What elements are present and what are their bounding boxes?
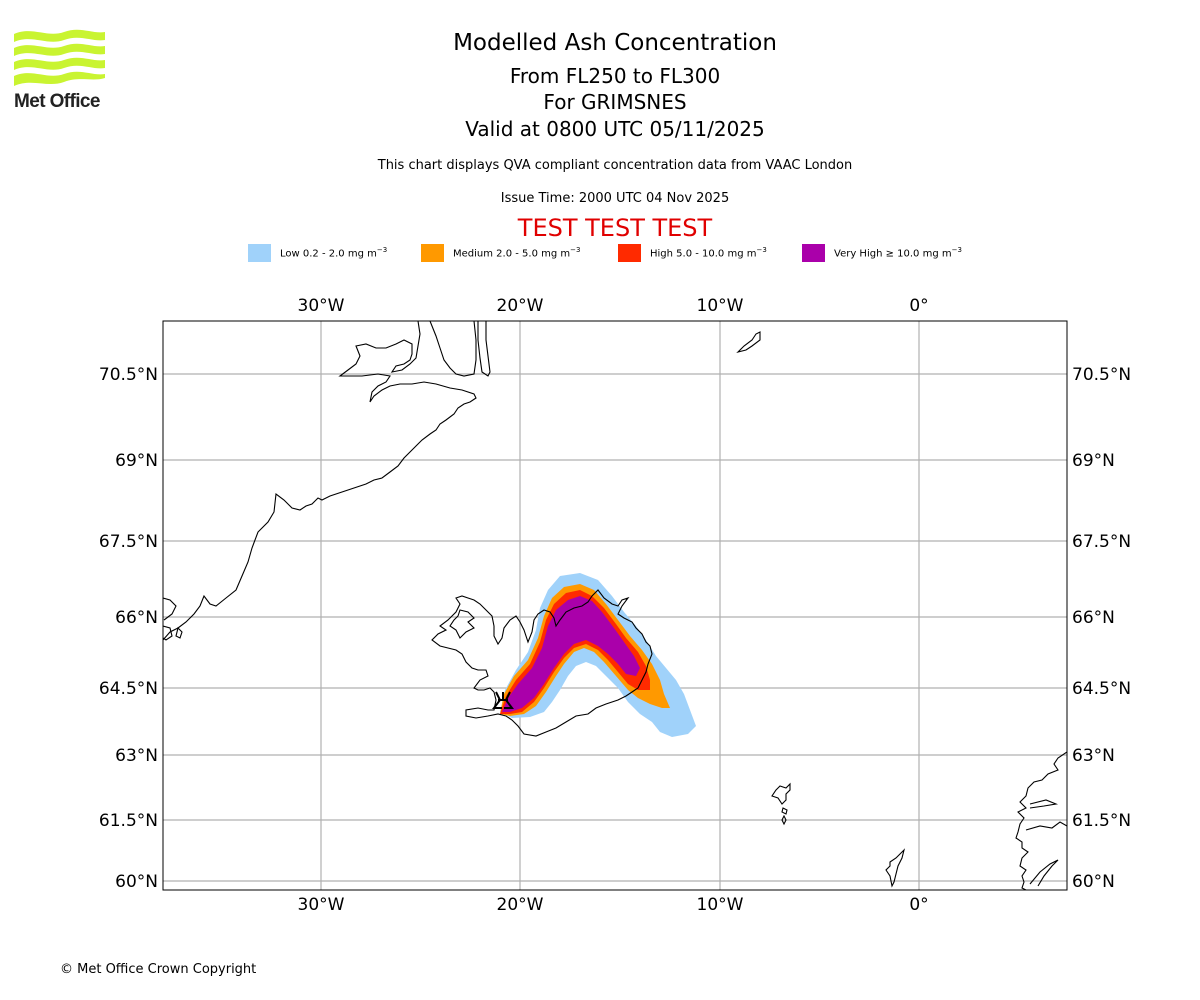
coastline-norway-fjords — [1025, 799, 1067, 887]
coastline-iceland-westfjords — [449, 609, 475, 639]
coastline-iceland — [431, 589, 653, 737]
lat-tick-left: 61.5°N — [99, 811, 158, 831]
latitude-ticks-left: 70.5°N 69°N 67.5°N 66°N 64.5°N 63°N 61.5… — [99, 365, 158, 892]
lon-tick-top: 20°W — [497, 296, 544, 316]
coastline-norway — [1015, 751, 1067, 890]
legend-swatch-very-high — [802, 244, 825, 262]
coastline-jan-mayen — [736, 331, 761, 354]
legend-unit-exponent: −3 — [570, 246, 581, 254]
lat-tick-right: 64.5°N — [1072, 679, 1131, 699]
legend-label-very-high: Very High ≥ 10.0 mg m — [834, 248, 952, 260]
legend-label-low: Low 0.2 - 2.0 mg m — [280, 248, 377, 260]
lon-tick-bottom: 0° — [909, 895, 928, 915]
lat-tick-right: 70.5°N — [1072, 365, 1131, 385]
lat-tick-left: 66°N — [115, 608, 158, 628]
longitude-ticks-bottom: 30°W 20°W 10°W 0° — [298, 895, 929, 915]
met-office-logo — [14, 29, 105, 86]
legend-swatch-medium — [421, 244, 444, 262]
ash-plume — [500, 573, 696, 737]
issue-time: Issue Time: 2000 UTC 04 Nov 2025 — [500, 191, 730, 206]
map-frame — [162, 320, 1068, 891]
lat-tick-left: 63°N — [115, 746, 158, 766]
lon-tick-top: 10°W — [697, 296, 744, 316]
copyright-notice: © Met Office Crown Copyright — [60, 962, 257, 977]
lon-tick-bottom: 30°W — [298, 895, 345, 915]
test-banner: TEST TEST TEST — [517, 214, 713, 242]
met-office-logo-text: Met Office — [14, 91, 100, 112]
lat-tick-right: 66°N — [1072, 608, 1115, 628]
lat-tick-right: 61.5°N — [1072, 811, 1131, 831]
gridlines — [163, 321, 1067, 890]
legend-label-medium: Medium 2.0 - 5.0 mg m — [453, 248, 571, 260]
coastline-faroe-islands — [771, 782, 791, 826]
legend-unit-exponent: −3 — [756, 246, 767, 254]
legend-swatch-high — [618, 244, 641, 262]
legend-unit-exponent: −3 — [376, 246, 388, 254]
lon-tick-bottom: 20°W — [497, 895, 544, 915]
coastline-shetland — [885, 848, 906, 888]
coastline-greenland-east — [429, 321, 491, 377]
longitude-ticks-top: 30°W 20°W 10°W 0° — [298, 296, 929, 316]
coastlines — [163, 321, 1067, 890]
legend-unit-exponent: −3 — [951, 246, 962, 254]
legend-swatch-low — [248, 244, 271, 262]
flight-level-range: From FL250 to FL300 — [509, 64, 721, 88]
lon-tick-bottom: 10°W — [697, 895, 744, 915]
lat-tick-left: 64.5°N — [99, 679, 158, 699]
lat-tick-right: 60°N — [1072, 872, 1115, 892]
coastline-greenland-sw — [163, 597, 183, 641]
lat-tick-right: 69°N — [1072, 451, 1115, 471]
volcano-symbol-icon — [492, 691, 514, 709]
valid-time: Valid at 0800 UTC 05/11/2025 — [465, 117, 765, 141]
chart-description: This chart displays QVA compliant concen… — [377, 158, 853, 173]
latitude-ticks-right: 70.5°N 69°N 67.5°N 66°N 64.5°N 63°N 61.5… — [1072, 365, 1131, 892]
lat-tick-right: 67.5°N — [1072, 532, 1131, 552]
legend-label-high: High 5.0 - 10.0 mg m — [650, 248, 757, 260]
chart-title: Modelled Ash Concentration — [453, 30, 777, 56]
coastline-greenland — [163, 321, 477, 641]
lat-tick-left: 60°N — [115, 872, 158, 892]
lon-tick-top: 30°W — [298, 296, 345, 316]
lat-tick-right: 63°N — [1072, 746, 1115, 766]
lat-tick-left: 67.5°N — [99, 532, 158, 552]
lon-tick-top: 0° — [909, 296, 928, 316]
lat-tick-left: 69°N — [115, 451, 158, 471]
ash-area-very-high — [502, 596, 640, 712]
volcano-name: For GRIMSNES — [543, 90, 687, 114]
lat-tick-left: 70.5°N — [99, 365, 158, 385]
